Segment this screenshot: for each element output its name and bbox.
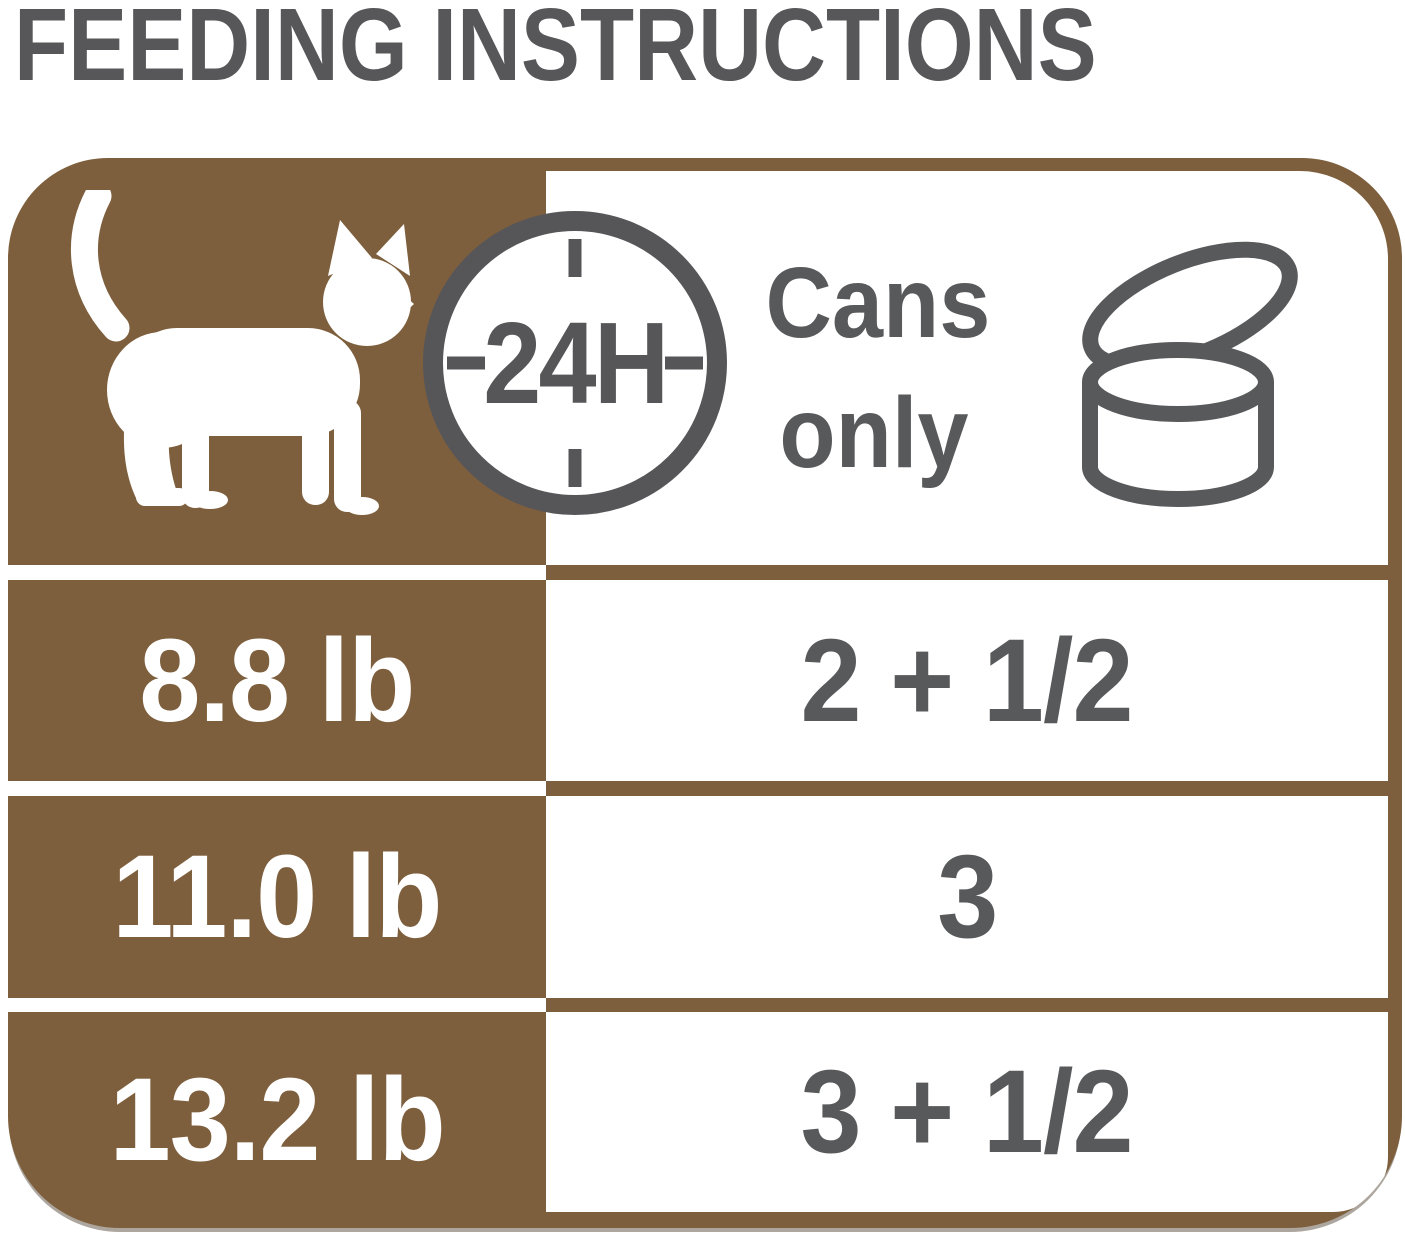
cans-cell: 3 + 1/2 [546,1012,1388,1212]
cans-value: 2 + 1/2 [800,614,1134,747]
clock-label: 24H [483,298,669,428]
cans-cell: 3 [546,796,1388,998]
feeding-table: Cans only 8.8 lb 2 + 1/2 11.0 lb 3 13.2 … [8,158,1402,1228]
page-title: FEEDING INSTRUCTIONS [14,0,1097,102]
cans-only-label: Cans only [765,247,991,489]
row-divider [8,781,546,796]
clock-tick-9 [447,356,485,370]
weight-value: 8.8 lb [139,614,416,747]
clock-tick-12 [568,239,582,277]
open-can-icon [1082,241,1298,507]
clock-tick-3 [665,356,703,370]
cat-header-cell [8,158,546,565]
clock-tick-6 [568,449,582,487]
24h-clock-icon: 24H [423,211,727,515]
cat-silhouette-icon [70,190,414,515]
weight-value: 13.2 lb [109,1054,445,1186]
row-divider [8,565,546,580]
weight-value: 11.0 lb [112,831,442,963]
weight-cell: 11.0 lb [8,796,546,998]
weight-cell: 13.2 lb [8,1012,546,1228]
cans-value: 3 [936,831,998,963]
weight-cell: 8.8 lb [8,580,546,781]
row-divider [8,998,546,1012]
cans-value: 3 + 1/2 [800,1046,1134,1178]
cans-cell: 2 + 1/2 [546,580,1388,781]
